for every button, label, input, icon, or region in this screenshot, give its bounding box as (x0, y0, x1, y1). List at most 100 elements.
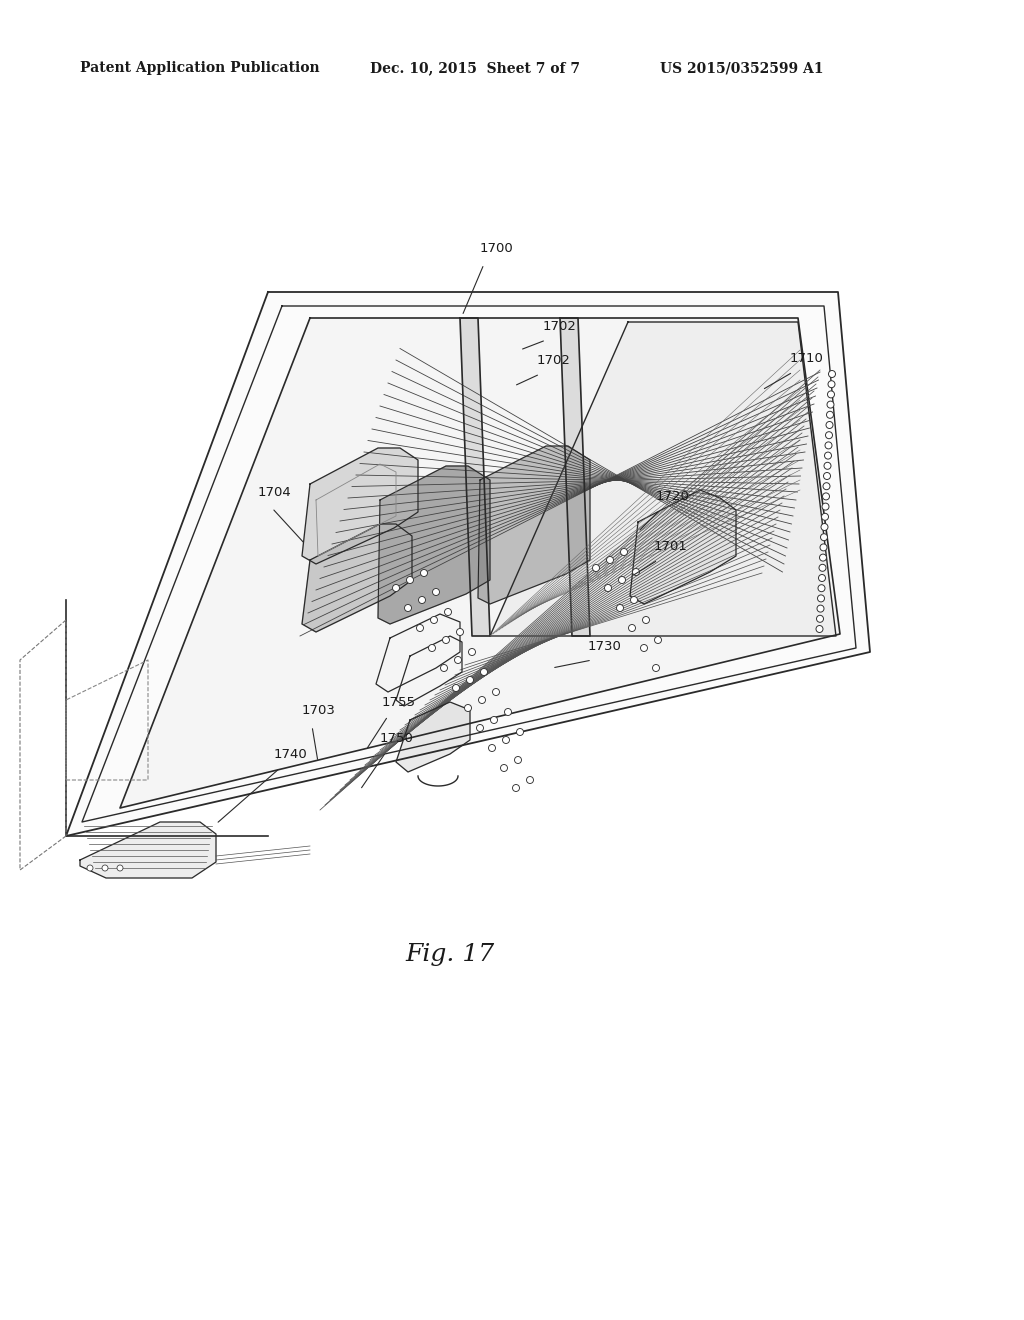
Circle shape (442, 636, 450, 644)
Circle shape (825, 442, 831, 449)
Text: 1750: 1750 (380, 731, 414, 744)
Text: US 2015/0352599 A1: US 2015/0352599 A1 (660, 61, 823, 75)
Text: 1702: 1702 (537, 354, 570, 367)
Circle shape (819, 554, 826, 561)
Text: 1720: 1720 (656, 490, 690, 503)
Circle shape (616, 605, 624, 611)
Text: 1730: 1730 (588, 639, 622, 652)
Circle shape (652, 664, 659, 672)
Circle shape (430, 616, 437, 623)
Circle shape (820, 544, 827, 550)
Circle shape (392, 585, 399, 591)
Circle shape (419, 597, 426, 603)
Text: Patent Application Publication: Patent Application Publication (80, 61, 319, 75)
Circle shape (824, 462, 831, 470)
Polygon shape (478, 446, 590, 605)
Text: 1703: 1703 (302, 704, 336, 717)
Polygon shape (66, 292, 870, 836)
Circle shape (453, 685, 460, 692)
Circle shape (823, 473, 830, 479)
Circle shape (490, 717, 498, 723)
Text: Fig. 17: Fig. 17 (406, 944, 495, 966)
Polygon shape (460, 318, 490, 636)
Circle shape (455, 656, 462, 664)
Circle shape (404, 605, 412, 611)
Circle shape (516, 729, 523, 735)
Circle shape (503, 737, 510, 743)
Circle shape (457, 628, 464, 635)
Circle shape (826, 412, 834, 418)
Polygon shape (302, 524, 412, 632)
Circle shape (604, 585, 611, 591)
Circle shape (621, 549, 628, 556)
Circle shape (478, 697, 485, 704)
Circle shape (593, 565, 599, 572)
Text: 1704: 1704 (258, 487, 292, 499)
Polygon shape (80, 822, 216, 878)
Circle shape (822, 492, 829, 500)
Polygon shape (630, 490, 736, 605)
Circle shape (488, 744, 496, 751)
Circle shape (526, 776, 534, 784)
Polygon shape (302, 447, 418, 564)
Circle shape (629, 624, 636, 631)
Circle shape (480, 668, 487, 676)
Circle shape (440, 664, 447, 672)
Circle shape (505, 709, 512, 715)
Circle shape (606, 557, 613, 564)
Circle shape (428, 644, 435, 652)
Circle shape (817, 605, 824, 612)
Circle shape (828, 371, 836, 378)
Circle shape (818, 585, 825, 591)
Polygon shape (396, 702, 470, 772)
Polygon shape (120, 318, 840, 808)
Circle shape (816, 626, 823, 632)
Circle shape (824, 451, 831, 459)
Text: 1701: 1701 (654, 540, 688, 553)
Text: 1710: 1710 (790, 351, 824, 364)
Circle shape (102, 865, 108, 871)
Polygon shape (378, 466, 490, 624)
Circle shape (512, 784, 519, 792)
Circle shape (816, 615, 823, 622)
Circle shape (820, 533, 827, 541)
Circle shape (467, 676, 473, 684)
Circle shape (469, 648, 475, 656)
Circle shape (501, 764, 508, 771)
Circle shape (618, 577, 626, 583)
Circle shape (827, 401, 834, 408)
Text: 1740: 1740 (274, 747, 308, 760)
Circle shape (421, 569, 427, 577)
Circle shape (514, 756, 521, 763)
Polygon shape (560, 318, 590, 636)
Circle shape (476, 725, 483, 731)
Circle shape (640, 644, 647, 652)
Circle shape (633, 569, 640, 576)
Polygon shape (490, 322, 836, 636)
Circle shape (631, 597, 638, 603)
Circle shape (654, 636, 662, 644)
Text: 1755: 1755 (382, 696, 416, 709)
Circle shape (822, 503, 829, 510)
Text: 1702: 1702 (543, 319, 577, 333)
Circle shape (432, 589, 439, 595)
Circle shape (819, 565, 826, 572)
Circle shape (465, 705, 471, 711)
Circle shape (493, 689, 500, 696)
Text: Dec. 10, 2015  Sheet 7 of 7: Dec. 10, 2015 Sheet 7 of 7 (370, 61, 580, 75)
Circle shape (825, 432, 833, 438)
Circle shape (827, 391, 835, 397)
Circle shape (444, 609, 452, 615)
Circle shape (828, 380, 835, 388)
Circle shape (407, 577, 414, 583)
Circle shape (823, 483, 830, 490)
Circle shape (826, 421, 833, 429)
Circle shape (87, 865, 93, 871)
Circle shape (817, 595, 824, 602)
Circle shape (818, 574, 825, 582)
Text: 1700: 1700 (480, 242, 514, 255)
Circle shape (417, 624, 424, 631)
Circle shape (117, 865, 123, 871)
Circle shape (821, 524, 828, 531)
Circle shape (821, 513, 828, 520)
